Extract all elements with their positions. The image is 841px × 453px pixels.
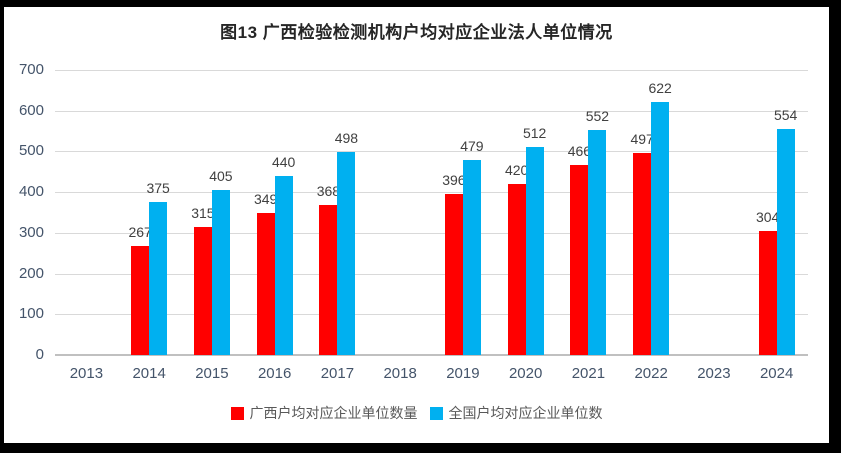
data-label: 498 [334, 130, 359, 147]
bar-national [525, 146, 544, 355]
x-axis-category-label: 2023 [697, 365, 731, 382]
bar-guangxi [319, 205, 338, 355]
bar-national [462, 159, 481, 355]
chart-content: 图13 广西检验检测机构户均对应企业法人单位情况 0 100 200 300 400 50… [4, 7, 829, 443]
x-axis-category-label: 2017 [320, 365, 355, 382]
x-axis-category-label: 2021 [571, 365, 606, 382]
data-label: 512 [522, 124, 547, 141]
bar-national [651, 101, 670, 355]
data-label: 420 [504, 162, 529, 178]
legend-label-national: 全国户均对应企业单位数 [448, 405, 603, 421]
x-axis-category-label: 2016 [257, 365, 292, 382]
chart-title: 图13 广西检验检测机构户均对应企业法人单位情况 [220, 23, 613, 42]
x-axis-category-label: 2013 [69, 365, 104, 382]
gridline [55, 314, 808, 316]
y-axis-tick-label: 0 [35, 346, 44, 363]
data-label: 267 [128, 224, 152, 241]
x-axis-category-label: 2014 [132, 365, 166, 382]
y-axis-tick-label: 600 [18, 101, 44, 119]
bar-guangxi [633, 152, 652, 355]
bar-guangxi [507, 184, 526, 355]
y-axis-tick-label: 200 [18, 264, 44, 282]
bar-national [776, 129, 795, 355]
bar-guangxi [570, 165, 589, 355]
legend: 广西户均对应企业单位数量 全国户均对应企业单位数 [4, 403, 829, 423]
bar-national [274, 175, 293, 355]
legend-swatch-national-icon [429, 406, 443, 420]
gridline [55, 232, 808, 234]
gridline [55, 273, 808, 275]
bar-guangxi [758, 231, 777, 355]
data-label: 554 [773, 107, 798, 124]
gridline [55, 110, 808, 112]
data-label: 315 [191, 204, 215, 221]
bar-guangxi [444, 193, 463, 355]
gridline [55, 70, 808, 71]
x-axis-category-label: 2015 [195, 365, 229, 382]
data-label: 405 [209, 168, 233, 185]
bar-national [588, 130, 607, 355]
x-axis-line [55, 354, 808, 356]
y-axis-tick-label: 100 [18, 305, 44, 323]
data-label: 304 [755, 209, 780, 226]
legend-item-national: 全国户均对应企业单位数 [429, 403, 603, 423]
data-label: 375 [146, 180, 170, 197]
x-axis-category-label: 2018 [383, 365, 417, 382]
bar-national [211, 190, 230, 355]
y-axis-tick-label: 400 [18, 183, 44, 201]
data-label: 440 [271, 153, 296, 170]
bar-guangxi [193, 226, 212, 355]
x-axis-category-label: 2019 [446, 365, 480, 382]
y-axis-tick-label: 700 [18, 61, 44, 78]
x-axis-category-label: 2020 [508, 365, 543, 382]
bar-guangxi [256, 212, 275, 355]
data-label: 466 [567, 143, 592, 160]
y-axis-tick-label: 500 [18, 142, 44, 160]
data-label: 349 [253, 190, 278, 207]
gridline [55, 151, 808, 153]
x-axis-category-label: 2024 [759, 365, 794, 382]
data-label: 497 [630, 130, 654, 147]
bar-national [149, 202, 168, 355]
bar-national [337, 152, 356, 355]
data-label: 479 [460, 137, 484, 154]
data-label: 622 [648, 79, 672, 96]
legend-item-guangxi: 广西户均对应企业单位数量 [230, 403, 418, 423]
data-label: 396 [442, 171, 466, 188]
legend-label-guangxi: 广西户均对应企业单位数量 [249, 405, 418, 421]
y-axis-tick-label: 300 [18, 223, 44, 241]
data-label: 368 [316, 183, 341, 200]
gridline [55, 192, 808, 194]
x-axis-category-label: 2022 [634, 365, 668, 382]
data-label: 552 [585, 108, 610, 125]
bar-guangxi [131, 246, 150, 355]
plot-area: 0 100 200 300 400 500 600 700 2013 2014 267 375 2015… [19, 61, 808, 382]
legend-swatch-guangxi-icon [230, 406, 244, 420]
